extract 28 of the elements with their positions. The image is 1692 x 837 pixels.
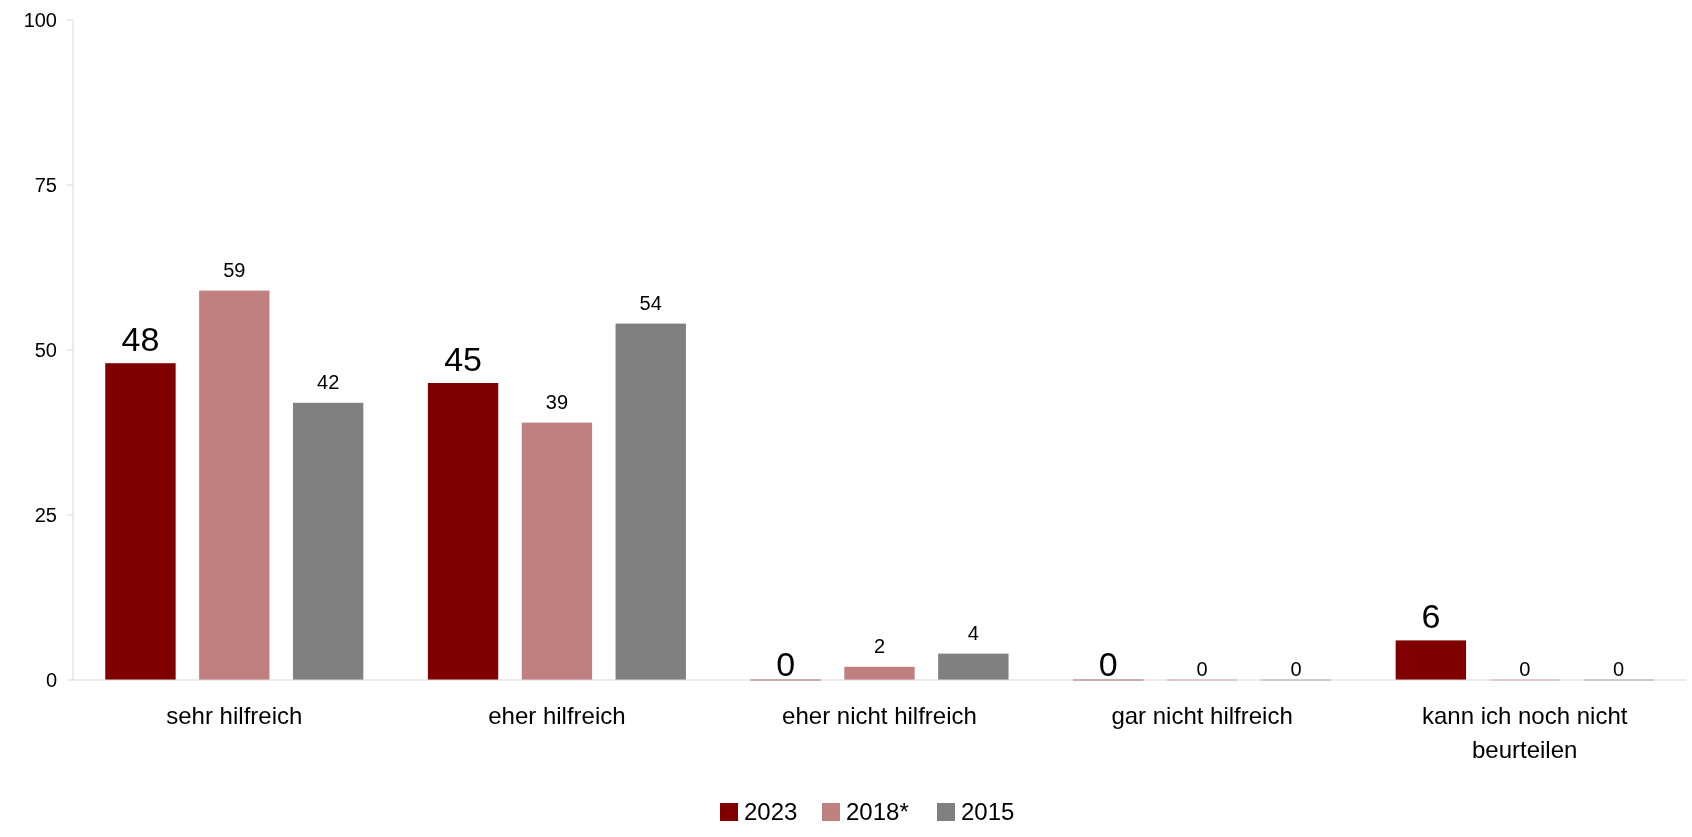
x-tick-label: eher hilfreich xyxy=(488,702,626,729)
y-tick-label: 75 xyxy=(34,174,57,196)
data-label: 39 xyxy=(545,390,569,413)
data-label: 54 xyxy=(639,291,662,314)
y-tick-label: 25 xyxy=(34,504,57,526)
data-label: 2 xyxy=(873,634,886,657)
data-label: 0 xyxy=(1519,658,1531,680)
legend-label: 2018* xyxy=(846,798,909,826)
data-label: 6 xyxy=(1421,597,1441,636)
legend-label: 2015 xyxy=(961,798,1015,826)
data-label: 0 xyxy=(1098,645,1118,683)
x-tick-label: eher nicht hilfreich xyxy=(782,702,977,729)
y-tick-label: 0 xyxy=(45,669,57,691)
x-tick-label: kann ich noch nicht beurteilen xyxy=(1421,702,1628,763)
data-label: 59 xyxy=(223,258,246,281)
x-tick-label: gar nicht hilfreich xyxy=(1111,702,1293,729)
y-tick-label: 50 xyxy=(34,339,57,361)
x-tick-label: sehr hilfreich xyxy=(166,702,303,729)
data-label: 42 xyxy=(317,370,340,393)
legend-label: 2023 xyxy=(744,798,798,826)
data-label: 0 xyxy=(1612,658,1625,680)
data-label: 0 xyxy=(1196,658,1208,680)
data-label: 4 xyxy=(967,621,979,644)
data-label: 48 xyxy=(121,320,160,359)
data-label: 45 xyxy=(444,340,482,378)
data-label: 0 xyxy=(1290,658,1302,680)
y-tick-label: 100 xyxy=(23,9,57,31)
data-label: 0 xyxy=(776,645,796,683)
